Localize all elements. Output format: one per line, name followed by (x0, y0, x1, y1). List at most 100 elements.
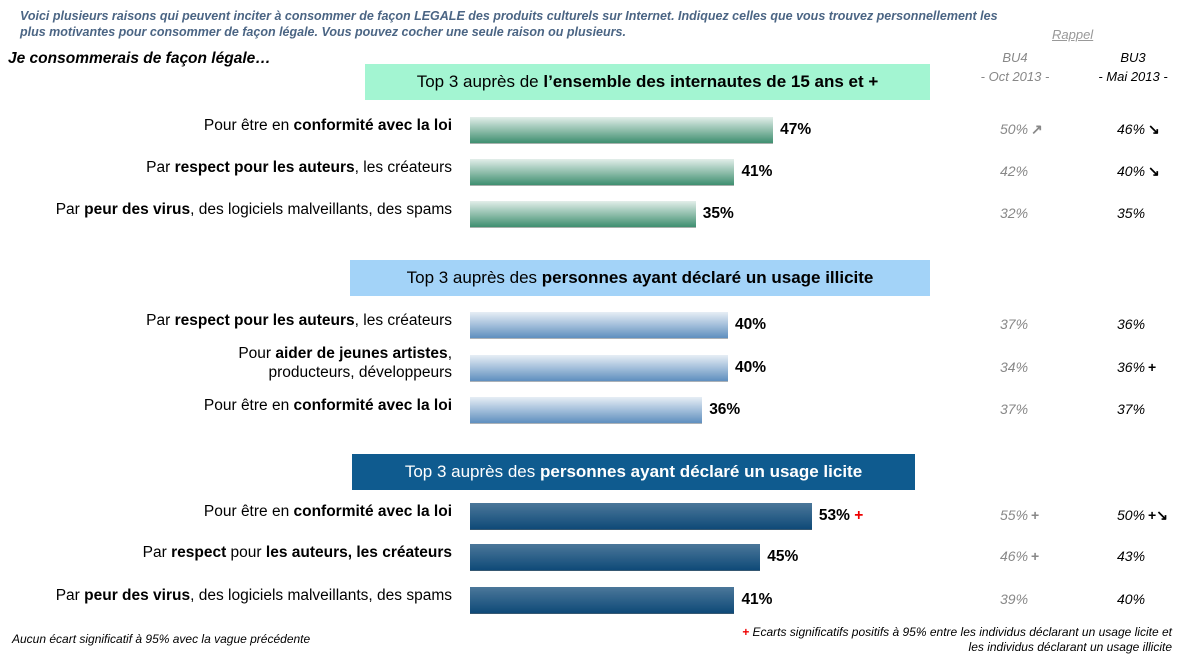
text-segment: Pour être en (203, 397, 294, 414)
value-label: 53% + (819, 507, 863, 525)
bu3-text: 37% (1117, 401, 1146, 417)
text-segment: Par (146, 159, 175, 176)
text-segment: , des logiciels malveillants, des spams (190, 587, 452, 604)
category-label: Par respect pour les auteurs, les créate… (0, 311, 452, 330)
bar (470, 355, 728, 382)
bold-segment: personnes ayant déclaré un usage licite (539, 462, 863, 481)
text-segment: pour (226, 544, 266, 561)
bu4-mark: + (1031, 507, 1040, 523)
bu3-date: - Mai 2013 - (1098, 69, 1168, 84)
bu3-mark: ↘ (1148, 121, 1160, 137)
category-label: Pour aider de jeunes artistes, producteu… (0, 344, 452, 382)
bu4-value: 34% (1000, 359, 1028, 375)
bu3-name: BU3 (1120, 50, 1146, 65)
footnote-mark: + (742, 625, 750, 639)
bold-segment: conformité avec la loi (293, 117, 453, 134)
bu4-date: - Oct 2013 - (980, 69, 1050, 84)
recall-title: Rappel (1052, 27, 1094, 42)
value-text: 36% (709, 401, 741, 418)
value-label: 35% (703, 205, 734, 223)
text-segment: Pour être en (203, 503, 294, 520)
bu3-value: 37% (1117, 401, 1145, 417)
bu3-value: 35% (1117, 205, 1145, 221)
bar (470, 201, 696, 228)
bu3-mark: + (1148, 359, 1157, 375)
text-segment: Par (146, 312, 175, 329)
value-label: 40% (735, 316, 766, 334)
bu4-value: 37% (1000, 316, 1028, 332)
bu3-value: 50% +↘ (1117, 507, 1168, 524)
text-segment: Par (55, 587, 85, 604)
bu4-text: 37% (1000, 316, 1029, 332)
text-segment: Par (142, 544, 172, 561)
category-label: Pour être en conformité avec la loi (0, 396, 452, 415)
lead: Je consommerais de façon légale… (8, 50, 271, 67)
text-segment: Pour être en (203, 117, 294, 134)
value-text: 41% (741, 163, 773, 180)
bu3-value: 40% (1117, 591, 1145, 607)
bu4-value: 46% + (1000, 548, 1039, 564)
footnote-right: + Ecarts significatifs positifs à 95% en… (732, 625, 1172, 655)
category-label: Par respect pour les auteurs, les créate… (0, 543, 452, 562)
bu3-text: 43% (1117, 548, 1146, 564)
value-text: 40% (735, 359, 767, 376)
category-label: Pour être en conformité avec la loi (0, 502, 452, 521)
bu3-header: BU3 - Mai 2013 - (1073, 48, 1180, 86)
bold-segment: conformité avec la loi (293, 397, 453, 414)
bold-segment: respect (171, 544, 227, 561)
bar (470, 312, 728, 339)
bu4-value: 55% + (1000, 507, 1039, 523)
category-label: Par peur des virus, des logiciels malvei… (0, 200, 452, 219)
bu4-value: 39% (1000, 591, 1028, 607)
bu3-value: 43% (1117, 548, 1145, 564)
value-label: 41% (741, 163, 772, 181)
text-segment: , producteurs, développeurs (268, 345, 452, 381)
bu4-text: 39% (1000, 591, 1029, 607)
bold-segment: personnes ayant déclaré un usage illicit… (541, 268, 874, 287)
text-segment: Pour (238, 345, 276, 362)
group-title: Top 3 auprès des personnes ayant déclaré… (350, 260, 930, 296)
bu3-value: 36% (1117, 316, 1145, 332)
bu4-value: 32% (1000, 205, 1028, 221)
bar (470, 117, 774, 144)
bu4-value: 42% (1000, 163, 1028, 179)
category-label: Pour être en conformité avec la loi (0, 116, 452, 135)
bu4-mark: + (1031, 548, 1040, 564)
bar (470, 587, 735, 614)
bu4-value: 37% (1000, 401, 1028, 417)
bold-segment: respect pour les auteurs (174, 159, 355, 176)
bar (470, 544, 761, 571)
value-label: 47% (780, 121, 811, 139)
bu3-text: 40% (1117, 591, 1146, 607)
text-segment: , les créateurs (354, 159, 452, 176)
bu3-text: 50% (1117, 507, 1146, 523)
group-title: Top 3 auprès des personnes ayant déclaré… (352, 454, 915, 490)
bu4-mark: ↗ (1031, 121, 1043, 137)
value-text: 41% (741, 591, 773, 608)
text-segment: Par (55, 201, 85, 218)
value-label: 41% (741, 591, 772, 609)
bu3-mark: ↘ (1148, 163, 1160, 179)
significance-flag: + (854, 507, 864, 524)
footnote-text: Ecarts significatifs positifs à 95% entr… (752, 625, 1172, 654)
value-label: 40% (735, 359, 766, 377)
question: Voici plusieurs raisons qui peuvent inci… (20, 9, 998, 39)
text-segment: Top 3 auprès des (406, 268, 542, 287)
value-text: 35% (702, 205, 734, 222)
bold-segment: peur des virus (84, 587, 191, 604)
bold-segment: les auteurs, les créateurs (265, 544, 452, 561)
bold-segment: aider de jeunes artistes (275, 345, 448, 362)
value-label: 36% (709, 401, 740, 419)
value-text: 53% (818, 507, 850, 524)
bu4-text: 46% (1000, 548, 1029, 564)
bu4-text: 37% (1000, 401, 1029, 417)
bar (470, 503, 812, 530)
bu4-text: 34% (1000, 359, 1029, 375)
bu4-text: 32% (1000, 205, 1029, 221)
text-segment: Top 3 auprès des (404, 462, 540, 481)
bu4-name: BU4 (1002, 50, 1028, 65)
text-segment: , les créateurs (354, 312, 452, 329)
bu4-text: 50% (1000, 121, 1029, 137)
text-segment: Top 3 auprès de (416, 72, 544, 91)
